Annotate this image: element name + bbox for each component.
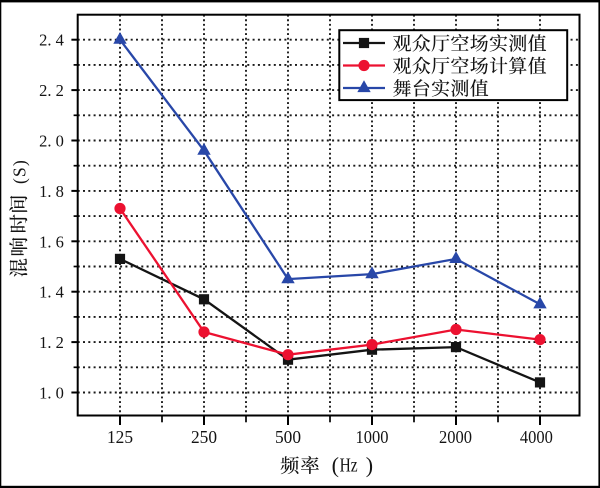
- svg-text:1. 0: 1. 0: [39, 384, 64, 403]
- svg-text:(: (: [332, 452, 339, 477]
- svg-text:1. 6: 1. 6: [39, 232, 64, 251]
- svg-text:1. 2: 1. 2: [39, 333, 64, 352]
- svg-text:2000: 2000: [439, 427, 472, 447]
- svg-text:Hz: Hz: [340, 455, 358, 477]
- svg-text:2. 0: 2. 0: [39, 132, 64, 151]
- svg-text:1. 4: 1. 4: [39, 283, 64, 302]
- svg-text:1. 8: 1. 8: [39, 182, 64, 201]
- svg-text:250: 250: [191, 427, 217, 447]
- svg-text:1000: 1000: [356, 427, 389, 447]
- svg-text:): ): [366, 452, 373, 477]
- svg-text:4000: 4000: [520, 427, 553, 447]
- svg-text:2. 4: 2. 4: [39, 31, 64, 50]
- svg-text:125: 125: [107, 427, 133, 447]
- svg-text:2. 2: 2. 2: [39, 81, 64, 100]
- svg-text:(S): (S): [10, 159, 30, 184]
- svg-text:500: 500: [275, 427, 301, 447]
